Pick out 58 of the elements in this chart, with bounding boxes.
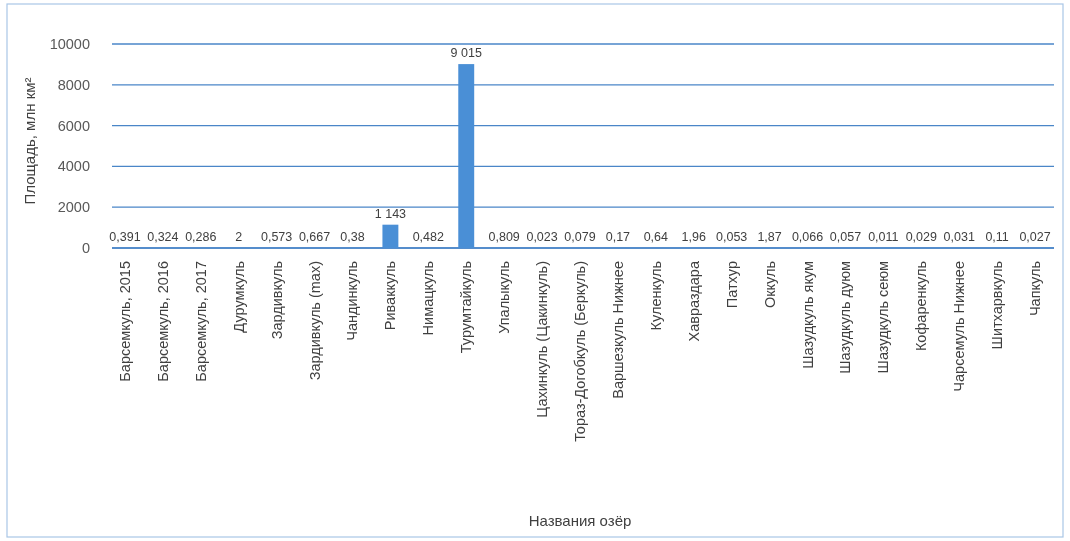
data-label: 0,391 (109, 229, 141, 244)
x-tick-label: Барсемкуль, 2016 (154, 261, 171, 382)
data-label: 1,87 (757, 229, 782, 244)
data-label: 0,324 (147, 229, 179, 244)
y-axis-title: Площадь, млн км² (21, 77, 38, 205)
data-label: 0,029 (905, 230, 937, 244)
x-tick-label: Зардивкуль (268, 261, 285, 340)
x-tick-label: Цахинкуль (Цакинкуль) (534, 261, 551, 418)
x-tick-label: Кофаренкуль (913, 261, 930, 352)
y-tick-label: 8000 (57, 76, 90, 93)
data-label: 0,027 (1019, 230, 1051, 244)
x-tick-label: Шазудкуль дуюм (837, 261, 854, 374)
y-tick-label: 2000 (57, 199, 90, 216)
x-tick-label: Барсемкуль, 2015 (116, 261, 133, 382)
data-label: 0,053 (716, 230, 748, 244)
data-label: 2 (235, 229, 243, 244)
x-tick-label: Чандинкуль (344, 261, 361, 341)
x-tick-label: Дурумкуль (230, 261, 247, 333)
data-label: 0,38 (340, 229, 365, 244)
x-tick-label: Шазудкуль сеюм (875, 261, 892, 374)
x-tick-label: Шазудкуль якум (799, 261, 816, 369)
y-tick-label: 4000 (57, 158, 90, 175)
y-tick-label: 10000 (49, 36, 90, 53)
data-label: 0,64 (643, 229, 669, 244)
x-tick-label: Упалыкуль (496, 261, 513, 334)
data-label: 0,809 (488, 229, 520, 244)
x-tick-label: Патхур (723, 261, 740, 309)
data-label: 1,96 (681, 229, 706, 244)
data-label: 0,066 (791, 230, 824, 244)
data-label: 0,11 (985, 230, 1009, 244)
x-tick-label: Нимацкуль (420, 261, 437, 336)
x-axis-title: Названия озёр (528, 512, 632, 529)
x-tick-label: Тораз-Догобкуль (Беркуль) (572, 261, 588, 442)
data-label: 0,023 (526, 230, 558, 244)
data-label: 1 143 (374, 206, 407, 221)
x-tick-label: Куленкуль (647, 261, 664, 331)
y-tick-label: 6000 (57, 117, 90, 134)
y-tick-label: 0 (81, 240, 90, 257)
data-label: 0,573 (261, 229, 293, 244)
data-label: 0,286 (185, 229, 217, 244)
data-label: 0,482 (412, 229, 445, 244)
x-tick-label: Зардивкуль (max) (306, 261, 323, 381)
data-label: 0,057 (829, 230, 862, 244)
data-label: 0,079 (564, 230, 596, 244)
data-label: 0,17 (605, 230, 631, 244)
data-label: 0,667 (298, 229, 331, 244)
data-label: 9 015 (450, 46, 482, 61)
x-tick-label: Риваккуль (382, 261, 399, 331)
x-tick-label: Турумтайкуль (458, 261, 475, 354)
x-tick-label: Оккуль (761, 261, 778, 309)
data-label: 0,011 (868, 230, 899, 244)
x-tick-label: Чапкуль (1027, 261, 1044, 317)
x-tick-label: Хавраздара (685, 260, 702, 342)
x-tick-label: Варшезкуль Нижнее (609, 261, 626, 399)
x-tick-label: Барсемкуль, 2017 (192, 261, 209, 382)
x-tick-label: Шитхарвкуль (989, 261, 1006, 350)
x-tick-label: Чарсемуль Нижнее (951, 261, 968, 392)
data-label: 0,031 (943, 230, 975, 244)
